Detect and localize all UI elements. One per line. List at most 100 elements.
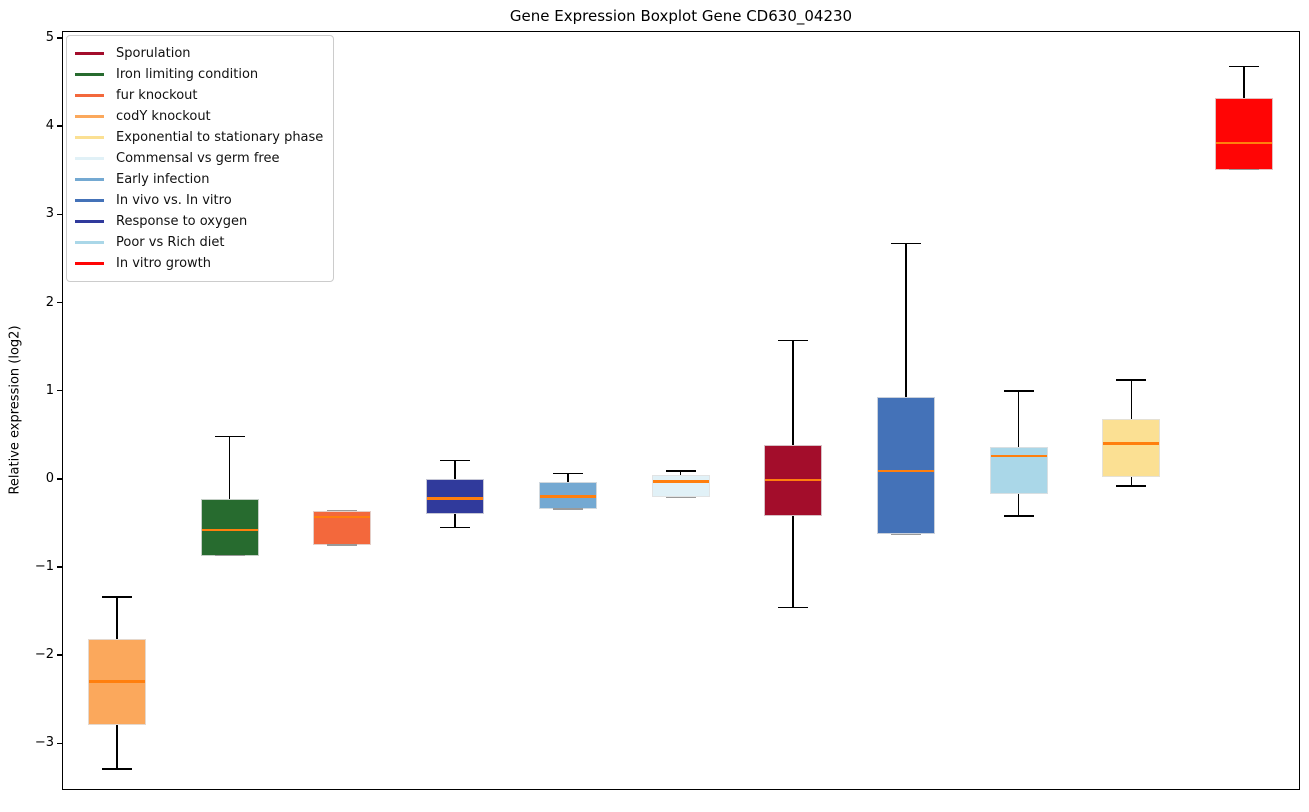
- legend-item: Commensal vs germ free: [75, 148, 323, 169]
- y-tick-mark: [57, 478, 62, 480]
- box: [426, 478, 485, 515]
- box: [876, 396, 935, 535]
- y-tick-mark: [57, 213, 62, 216]
- box: [1215, 98, 1273, 170]
- upper-whisker: [228, 436, 231, 500]
- median-line: [765, 478, 822, 482]
- upper-whisker-cap: [327, 509, 358, 512]
- median-line: [1216, 141, 1272, 145]
- upper-whisker: [454, 460, 456, 479]
- y-tick-mark: [57, 37, 62, 39]
- legend-item: codY knockout: [75, 106, 323, 127]
- box: [1102, 418, 1161, 478]
- legend-label: Commensal vs germ free: [116, 151, 280, 166]
- legend-color-line: [75, 220, 104, 223]
- box: [538, 481, 597, 509]
- lower-whisker-cap: [102, 768, 132, 770]
- upper-whisker: [1130, 380, 1133, 419]
- legend-item: Response to oxygen: [75, 211, 323, 232]
- box: [651, 474, 710, 498]
- upper-whisker-cap: [552, 472, 583, 475]
- lower-whisker: [792, 515, 794, 608]
- upper-whisker: [567, 473, 569, 482]
- upper-whisker-cap: [440, 459, 471, 462]
- lower-whisker-cap: [327, 544, 358, 546]
- legend-label: In vitro growth: [116, 256, 211, 271]
- lower-whisker: [1130, 477, 1133, 486]
- y-tick-label: −1: [34, 558, 54, 574]
- median-line: [89, 680, 145, 683]
- legend-label: In vivo vs. In vitro: [116, 193, 232, 208]
- y-tick-label: −2: [34, 647, 54, 663]
- upper-whisker-cap: [214, 435, 245, 438]
- box: [200, 499, 259, 556]
- upper-whisker-cap: [102, 596, 132, 598]
- upper-whisker: [679, 471, 682, 475]
- legend-label: Exponential to stationary phase: [116, 130, 324, 145]
- legend-color-line: [75, 262, 104, 265]
- y-tick-mark: [57, 654, 62, 656]
- upper-whisker: [1243, 66, 1245, 99]
- median-line: [201, 528, 258, 532]
- median-line: [1103, 442, 1160, 445]
- legend-item: Exponential to stationary phase: [75, 127, 323, 148]
- y-tick-label: 5: [45, 30, 54, 46]
- median-line: [877, 469, 934, 473]
- legend-item: Iron limiting condition: [75, 64, 323, 85]
- legend-label: Sporulation: [116, 46, 191, 61]
- legend-color-line: [75, 52, 104, 55]
- upper-whisker: [1017, 390, 1020, 448]
- legend-label: Early infection: [116, 172, 210, 187]
- legend-item: In vivo vs. In vitro: [75, 190, 323, 211]
- y-tick-label: 0: [45, 470, 54, 486]
- legend-color-line: [75, 115, 104, 118]
- legend-label: Response to oxygen: [116, 214, 248, 229]
- chart-title: Gene Expression Boxplot Gene CD630_04230: [509, 7, 853, 25]
- legend-color-line: [75, 73, 104, 76]
- upper-whisker-cap: [1003, 390, 1034, 392]
- lower-whisker: [1017, 493, 1020, 516]
- y-tick-label: −3: [34, 735, 54, 751]
- lower-whisker-cap: [440, 526, 471, 529]
- y-tick-label: 2: [45, 294, 54, 310]
- legend-item: Early infection: [75, 169, 323, 190]
- y-tick-mark: [57, 301, 62, 304]
- legend-color-line: [75, 136, 104, 139]
- lower-whisker-cap: [214, 554, 245, 557]
- upper-whisker-cap: [1116, 379, 1147, 381]
- upper-whisker: [905, 243, 907, 397]
- median-line: [314, 515, 371, 519]
- legend-color-line: [75, 199, 104, 202]
- legend-color-line: [75, 178, 104, 181]
- legend-color-line: [75, 157, 104, 160]
- lower-whisker-cap: [890, 533, 921, 536]
- lower-whisker-cap: [1229, 168, 1259, 171]
- upper-whisker-cap: [890, 242, 921, 245]
- lower-whisker-cap: [1116, 485, 1147, 487]
- lower-whisker: [454, 514, 456, 528]
- median-line: [652, 480, 709, 483]
- y-tick-label: 1: [45, 382, 54, 398]
- legend-item: fur knockout: [75, 85, 323, 106]
- y-tick-label: 4: [45, 118, 54, 134]
- legend-item: Poor vs Rich diet: [75, 232, 323, 253]
- legend-label: Poor vs Rich diet: [116, 235, 225, 250]
- y-axis-label: Relative expression (log2): [7, 325, 23, 495]
- upper-whisker: [116, 597, 118, 640]
- y-tick-mark: [57, 389, 62, 392]
- lower-whisker-cap: [1003, 515, 1034, 517]
- median-line: [539, 495, 596, 498]
- legend-color-line: [75, 94, 104, 97]
- y-tick-mark: [57, 742, 62, 745]
- upper-whisker-cap: [665, 470, 696, 472]
- legend: Sporulation Iron limiting condition fur kn…: [66, 35, 335, 282]
- lower-whisker-cap: [778, 606, 809, 609]
- lower-whisker-cap: [552, 508, 583, 510]
- legend-item: Sporulation: [75, 43, 323, 64]
- lower-whisker: [116, 724, 118, 769]
- legend-label: Iron limiting condition: [116, 67, 259, 82]
- median-line: [990, 454, 1047, 458]
- y-tick-label: 3: [45, 206, 54, 222]
- legend-item: In vitro growth: [75, 253, 323, 274]
